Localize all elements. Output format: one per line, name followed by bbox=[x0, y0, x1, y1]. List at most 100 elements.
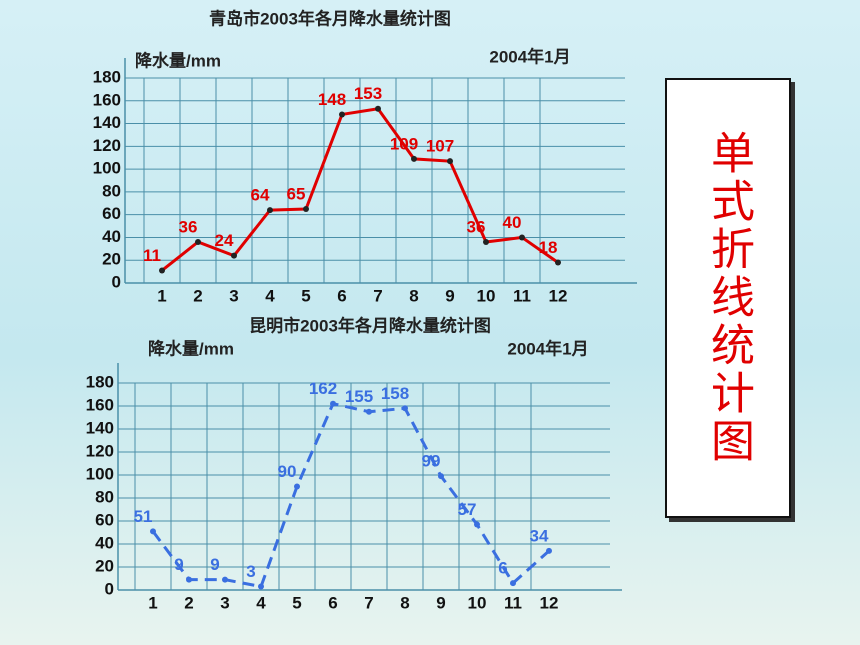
x-tick-label: 6 bbox=[328, 593, 337, 612]
x-tick-label: 5 bbox=[301, 286, 310, 305]
y-tick-label: 140 bbox=[93, 113, 121, 132]
x-tick-label: 2 bbox=[184, 593, 193, 612]
point bbox=[447, 158, 453, 165]
y-tick-label: 120 bbox=[86, 441, 114, 460]
chart-title: 昆明市2003年各月降水量统计图 bbox=[249, 315, 491, 335]
point bbox=[294, 483, 300, 490]
data-label: 162 bbox=[309, 379, 337, 398]
x-tick-label: 12 bbox=[549, 286, 568, 305]
x-tick-label: 2 bbox=[193, 286, 202, 305]
x-tick-label: 3 bbox=[220, 593, 229, 612]
x-tick-label: 10 bbox=[477, 286, 496, 305]
y-tick-label: 60 bbox=[102, 204, 121, 223]
point bbox=[366, 408, 372, 415]
y-tick-label: 60 bbox=[95, 510, 114, 529]
data-label: 158 bbox=[381, 384, 409, 403]
y-tick-label: 120 bbox=[93, 136, 121, 155]
data-label: 18 bbox=[539, 238, 558, 257]
data-label: 109 bbox=[390, 134, 418, 153]
point bbox=[303, 205, 309, 212]
x-tick-label: 9 bbox=[436, 593, 445, 612]
y-tick-label: 80 bbox=[102, 181, 121, 200]
point bbox=[330, 400, 336, 407]
point bbox=[267, 207, 273, 214]
side-box: 单式折线统计图 bbox=[665, 78, 791, 518]
data-label: 64 bbox=[251, 186, 270, 205]
x-tick-label: 4 bbox=[256, 593, 266, 612]
point bbox=[195, 239, 201, 245]
y-tick-label: 180 bbox=[86, 372, 114, 391]
data-label: 155 bbox=[345, 387, 373, 406]
line bbox=[151, 401, 551, 589]
chart-title: 青岛市2003年各月降水量统计图 bbox=[209, 8, 451, 28]
point bbox=[159, 267, 165, 274]
x-tick-label: 12 bbox=[540, 593, 559, 612]
y-tick-label: 40 bbox=[102, 227, 121, 246]
annotation: 2004年1月 bbox=[489, 46, 570, 66]
point bbox=[510, 580, 516, 587]
point bbox=[258, 583, 264, 590]
data-label: 148 bbox=[318, 90, 346, 109]
y-tick-label: 140 bbox=[86, 418, 114, 437]
y-tick-label: 160 bbox=[93, 90, 121, 109]
point bbox=[339, 111, 345, 118]
x-tick-label: 11 bbox=[504, 593, 522, 612]
data-label: 40 bbox=[503, 213, 522, 232]
x-tick-label: 10 bbox=[468, 593, 487, 612]
x-tick-label: 4 bbox=[265, 286, 275, 305]
y-tick-label: 0 bbox=[105, 579, 114, 598]
x-tick-label: 11 bbox=[513, 286, 531, 305]
y-tick-label: 160 bbox=[86, 395, 114, 414]
data-label: 107 bbox=[426, 137, 454, 156]
point bbox=[375, 105, 381, 112]
data-label: 24 bbox=[215, 231, 234, 250]
side-label: 单式折线统计图 bbox=[704, 130, 753, 466]
x-tick-label: 5 bbox=[292, 593, 301, 612]
x-tick-label: 7 bbox=[373, 286, 382, 305]
data-label: 3 bbox=[246, 562, 255, 581]
y-axis-label: 降水量/mm bbox=[135, 50, 221, 70]
y-tick-label: 80 bbox=[95, 487, 114, 506]
data-label: 9 bbox=[210, 555, 219, 574]
y-axis-label: 降水量/mm bbox=[148, 338, 234, 358]
data-label: 34 bbox=[530, 526, 549, 545]
x-tick-label: 8 bbox=[409, 286, 418, 305]
data-label: 90 bbox=[278, 462, 297, 481]
x-tick-label: 1 bbox=[157, 286, 166, 305]
data-label: 6 bbox=[498, 559, 507, 578]
data-label: 36 bbox=[179, 217, 198, 236]
data-label: 51 bbox=[134, 507, 153, 526]
data-label: 36 bbox=[467, 217, 486, 236]
data-label: 99 bbox=[422, 452, 441, 471]
point bbox=[438, 473, 444, 480]
y-tick-label: 100 bbox=[93, 159, 121, 178]
y-tick-label: 20 bbox=[102, 250, 121, 269]
data-label: 11 bbox=[143, 246, 161, 265]
data-label: 153 bbox=[354, 84, 382, 103]
point bbox=[483, 239, 489, 245]
annotation: 2004年1月 bbox=[507, 338, 588, 358]
point bbox=[474, 521, 480, 528]
point bbox=[546, 547, 552, 554]
point bbox=[402, 405, 408, 412]
line bbox=[161, 107, 559, 272]
data-label: 9 bbox=[174, 555, 183, 574]
x-tick-label: 3 bbox=[229, 286, 238, 305]
y-tick-label: 20 bbox=[95, 556, 114, 575]
x-tick-label: 7 bbox=[364, 593, 373, 612]
x-tick-label: 1 bbox=[148, 593, 157, 612]
data-label: 57 bbox=[458, 500, 477, 519]
data-label: 65 bbox=[287, 184, 306, 203]
y-tick-label: 100 bbox=[86, 464, 114, 483]
point bbox=[231, 252, 237, 259]
point bbox=[186, 576, 192, 583]
y-tick-label: 0 bbox=[112, 272, 121, 291]
point bbox=[555, 259, 561, 266]
point bbox=[150, 528, 156, 535]
point bbox=[222, 576, 228, 583]
point bbox=[519, 234, 525, 241]
y-tick-label: 40 bbox=[95, 533, 114, 552]
x-tick-label: 6 bbox=[337, 286, 346, 305]
